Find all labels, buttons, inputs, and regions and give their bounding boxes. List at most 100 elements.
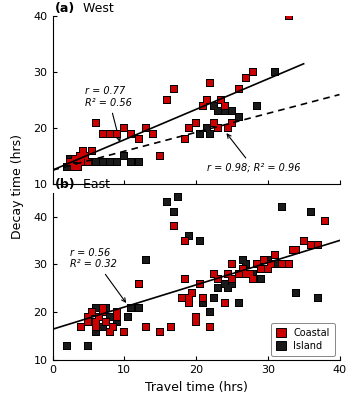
Point [240,256,245,263]
Point [211,271,217,277]
Point [265,266,271,273]
Point [247,271,253,277]
Point [129,158,134,165]
Point [244,261,249,268]
Point [204,125,210,131]
Point [315,295,321,301]
Point [222,300,228,306]
Point [215,125,220,131]
Point [150,130,156,137]
Point [68,158,73,165]
Point [208,324,213,330]
Point [208,309,213,316]
Point [104,319,109,325]
Point [229,108,235,115]
Point [200,300,206,306]
Point [85,158,91,165]
Point [272,252,278,258]
Point [93,119,98,126]
Point [279,204,285,210]
Point [225,271,231,277]
Point [236,300,242,306]
Point [193,314,199,320]
Point [100,130,106,137]
X-axis label: Travel time (hrs): Travel time (hrs) [145,381,247,394]
Point [85,319,91,325]
Point [114,130,120,137]
Point [229,276,235,282]
Point [225,125,231,131]
Point [111,324,116,330]
Point [104,319,109,325]
Point [93,328,98,335]
Point [100,130,106,137]
Point [93,319,98,325]
Point [93,324,98,330]
Point [68,156,73,162]
Point [136,136,141,143]
Point [172,223,177,229]
Point [100,324,106,330]
Point [222,280,228,287]
Point [279,261,285,268]
Point [96,314,102,320]
Point [272,69,278,75]
Point [104,305,109,311]
Point [182,237,188,244]
Point [73,156,78,162]
Point [251,271,256,277]
Point [211,119,217,126]
Point [114,309,120,316]
Point [218,97,224,103]
Point [254,261,260,268]
Point [200,102,206,109]
Point [208,80,213,87]
Point [71,164,77,171]
Point [114,309,120,316]
Point [121,153,127,160]
Point [287,261,292,268]
Point [100,309,106,316]
Point [182,136,188,143]
Point [129,130,134,137]
Legend: Coastal, Island: Coastal, Island [271,323,335,356]
Point [200,300,206,306]
Text: r = 0.56
R² = 0.32: r = 0.56 R² = 0.32 [70,248,126,302]
Point [244,271,249,277]
Point [236,114,242,120]
Point [75,164,80,171]
Point [78,324,84,330]
Point [308,242,314,249]
Point [265,256,271,263]
Point [315,295,321,301]
Point [77,153,83,160]
Point [172,86,177,92]
Point [225,285,231,292]
Point [85,158,91,165]
Point [272,261,278,268]
Point [111,324,116,330]
Point [244,271,249,277]
Point [229,108,235,115]
Point [75,164,80,171]
Point [158,328,163,335]
Point [268,261,274,268]
Point [251,69,256,75]
Point [287,13,292,19]
Point [100,158,106,165]
Point [73,156,78,162]
Point [158,153,163,160]
Point [80,147,85,154]
Point [287,261,292,268]
Point [236,114,242,120]
Point [186,300,192,306]
Point [229,261,235,268]
Point [193,119,199,126]
Point [244,261,249,268]
Point [77,153,83,160]
Point [172,209,177,215]
Point [182,136,188,143]
Point [268,261,274,268]
Point [129,130,134,137]
Point [190,290,195,296]
